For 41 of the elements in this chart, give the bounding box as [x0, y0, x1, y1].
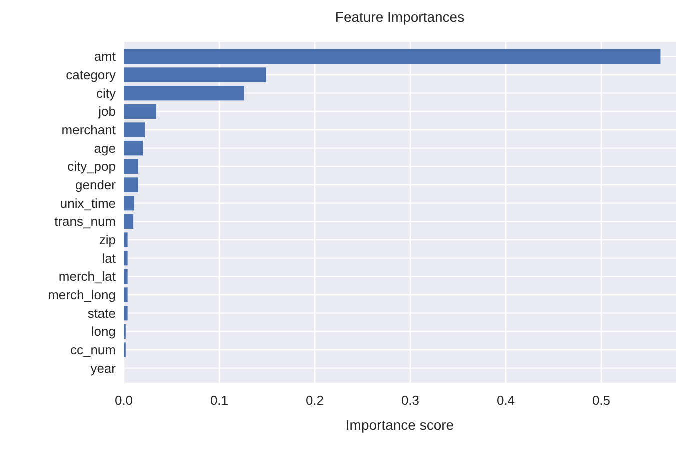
bar [124, 251, 128, 266]
bar [124, 269, 128, 284]
y-tick-label: job [98, 104, 116, 120]
y-tick-label: category [66, 68, 116, 83]
y-tick-label: gender [76, 178, 117, 193]
y-tick-label: zip [99, 232, 116, 248]
y-tick-label: amt [94, 49, 116, 64]
y-tick-label: city [96, 86, 116, 101]
y-tick-label: long [91, 324, 116, 340]
y-tick-label: unix_time [60, 196, 116, 211]
x-axis-title: Importance score [346, 417, 454, 433]
bar [124, 104, 156, 119]
chart-title: Feature Importances [335, 9, 465, 25]
y-tick-label: city_pop [68, 159, 116, 174]
bar [124, 122, 146, 138]
y-tick-label: state [88, 306, 116, 321]
x-tick-label: 0.4 [496, 393, 516, 408]
x-tick-label: 0.1 [210, 393, 229, 408]
bar [124, 68, 266, 82]
x-tick-label: 0.2 [306, 393, 324, 408]
bar [124, 86, 244, 101]
bar [124, 288, 128, 302]
y-tick-label: merchant [62, 122, 116, 138]
y-tick-label: trans_num [54, 214, 116, 230]
y-tick-label: lat [102, 250, 116, 266]
x-tick-label: 0.0 [114, 393, 134, 408]
y-tick-label: age [94, 140, 116, 156]
y-tick-label: merch_long [48, 288, 116, 303]
bar [124, 306, 128, 321]
bar [124, 178, 138, 192]
x-tick-label: 0.5 [592, 393, 611, 408]
x-tick-label: 0.3 [401, 393, 420, 408]
y-tick-label: merch_lat [58, 269, 116, 284]
bar [124, 141, 144, 156]
y-tick-label: cc_num [70, 342, 116, 358]
bar [124, 159, 138, 174]
bar [124, 232, 128, 248]
bar [124, 196, 135, 211]
bar [124, 214, 134, 229]
y-tick-label: year [90, 360, 117, 376]
bar [124, 49, 661, 64]
